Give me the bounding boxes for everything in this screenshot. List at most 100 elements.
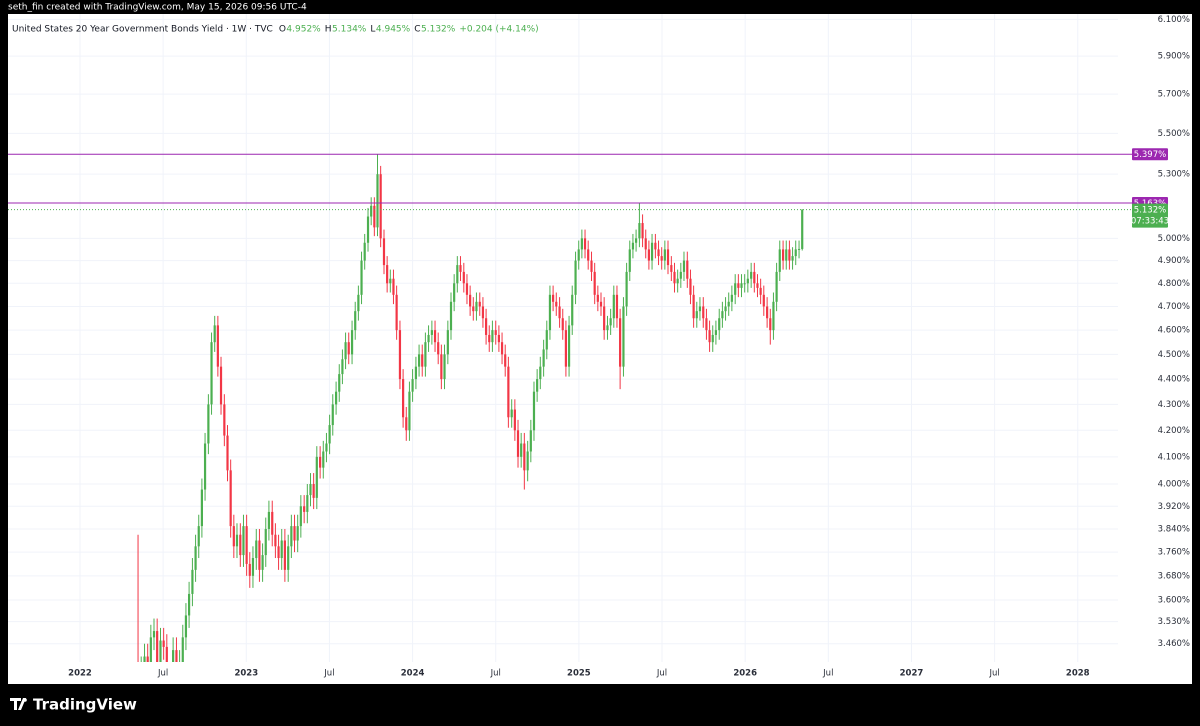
y-tick-label: 3.530% — [1158, 617, 1190, 627]
legend-title: United States 20 Year Government Bonds Y… — [12, 25, 273, 35]
candle-body — [609, 318, 612, 326]
y-tick-label: 4.400% — [1158, 375, 1190, 385]
legend-value: 5.132% — [421, 25, 456, 35]
candle-body — [223, 404, 226, 436]
candle-body — [520, 443, 523, 457]
legend-value: 4.952% — [286, 25, 321, 35]
candle-body — [319, 456, 322, 468]
candle-body — [344, 342, 347, 360]
candle-body — [354, 311, 357, 331]
candle-body — [405, 417, 408, 431]
candle-body — [389, 278, 392, 284]
candle-body — [219, 366, 223, 405]
candle-body — [702, 306, 705, 319]
brand: TradingView — [33, 696, 137, 714]
candle-body — [797, 248, 801, 250]
candle-body — [357, 294, 360, 312]
plot — [8, 14, 1118, 662]
candle-body — [491, 330, 494, 343]
candle-body — [360, 260, 363, 295]
candle-body — [737, 283, 740, 288]
y-tick-label: 4.900% — [1158, 256, 1190, 266]
candle-body — [542, 349, 545, 367]
candle-body — [778, 249, 781, 272]
y-tick-label: 5.700% — [1158, 90, 1190, 100]
x-tick-label: Jul — [157, 669, 168, 679]
y-tick-label: 4.200% — [1158, 426, 1190, 436]
x-tick-label: Jul — [323, 669, 334, 679]
candle-body — [724, 306, 727, 312]
candle-body — [740, 283, 743, 288]
price-tag-label: 5.397% — [1134, 150, 1166, 160]
candle-body — [539, 366, 542, 380]
candle-body — [210, 342, 213, 405]
candle-body — [379, 174, 382, 239]
legend-value: 4.945% — [376, 25, 411, 35]
candle-body — [382, 238, 386, 266]
candle-body — [650, 242, 654, 261]
candle-body — [449, 301, 453, 331]
candle-body — [162, 640, 165, 647]
x-tick-label: 2026 — [733, 669, 757, 679]
candle-body — [255, 540, 258, 559]
candle-body — [283, 540, 286, 570]
candle-body — [469, 294, 472, 307]
candle-body — [299, 506, 302, 527]
candle-body — [187, 593, 191, 616]
candle-body — [494, 330, 497, 335]
candle-body — [386, 265, 389, 284]
candle-body — [175, 650, 178, 662]
candle-body — [504, 354, 507, 367]
candle-body — [631, 242, 635, 250]
candle-body — [686, 260, 689, 279]
candle-body — [555, 301, 558, 307]
y-tick-label: 3.600% — [1158, 596, 1190, 606]
candle-body — [433, 330, 437, 343]
x-tick-label: Jul — [490, 669, 501, 679]
candle-body — [698, 306, 702, 312]
candle-body — [721, 311, 724, 319]
legend-change: +0.204 (+4.14%) — [459, 25, 538, 35]
candle-body — [427, 334, 430, 343]
candle-body — [794, 249, 797, 257]
candle-body — [245, 526, 248, 564]
legend-key: H — [325, 25, 332, 35]
y-tick-label: 4.800% — [1158, 279, 1190, 289]
candle-body — [781, 249, 785, 261]
x-tick-label: 2022 — [68, 669, 92, 679]
x-tick-label: Jul — [656, 669, 667, 679]
candle-body — [679, 271, 682, 279]
candle-body — [267, 511, 271, 529]
candle-body — [251, 558, 255, 576]
candle-body — [660, 256, 663, 261]
candle-body — [657, 249, 660, 257]
candle-body — [235, 534, 239, 547]
candle-body — [165, 646, 168, 662]
chart-panel — [8, 14, 1192, 684]
candle-body — [481, 306, 485, 319]
candle-body — [290, 526, 293, 547]
candle-body — [801, 209, 804, 249]
candle-body — [769, 318, 772, 331]
candle-body — [644, 238, 647, 250]
candle-body — [271, 511, 274, 535]
candle-body — [615, 294, 619, 319]
candle-body — [293, 526, 296, 541]
candle-body — [232, 526, 235, 547]
candle-body — [766, 306, 769, 319]
candle-body — [599, 301, 603, 307]
candle-body — [213, 325, 216, 343]
candle-body — [277, 546, 280, 559]
candle-body — [762, 294, 765, 307]
candle-body — [734, 283, 737, 295]
candle-body — [475, 301, 478, 312]
candle-body — [322, 451, 325, 468]
candle-body — [312, 484, 315, 498]
candle-body — [718, 318, 721, 331]
candle-body — [727, 301, 730, 307]
candle-body — [567, 325, 571, 367]
candle-body — [159, 640, 162, 662]
candle-body — [516, 430, 520, 457]
candle-body — [759, 287, 762, 295]
candle-body — [203, 443, 207, 490]
